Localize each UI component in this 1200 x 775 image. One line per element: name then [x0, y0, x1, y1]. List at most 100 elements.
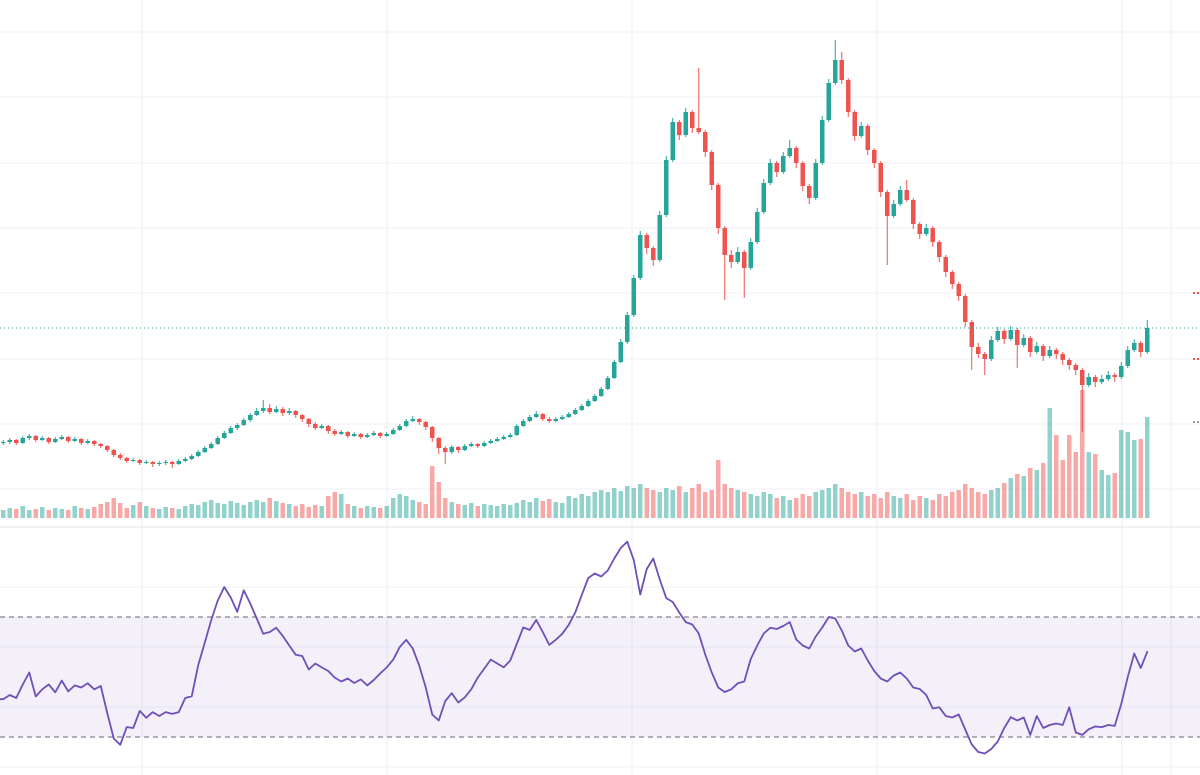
volume-bar — [254, 500, 259, 518]
candle-body — [677, 122, 682, 135]
candle-body — [1041, 346, 1046, 356]
volume-bar — [761, 492, 766, 518]
candle-body — [976, 347, 981, 354]
candle-body — [560, 417, 565, 419]
candle-body — [248, 415, 253, 420]
candle-body — [917, 224, 922, 234]
volume-bar — [670, 490, 675, 518]
rsi-band — [0, 616, 1200, 738]
candle-body — [202, 448, 207, 452]
candle-body — [651, 248, 656, 260]
volume-bar — [430, 466, 435, 518]
volume-bar — [885, 492, 890, 518]
candle-body — [423, 422, 428, 427]
candle-body — [306, 419, 311, 424]
volume-bar — [131, 505, 136, 518]
candle-body — [1112, 375, 1117, 377]
candle-body — [1028, 338, 1033, 352]
volume-bar — [332, 492, 337, 518]
candle-body — [215, 438, 220, 444]
volume-bar — [878, 498, 883, 518]
volume-bar — [410, 500, 415, 518]
volume-bar — [436, 482, 441, 518]
candle-body — [449, 447, 454, 452]
candle-body — [592, 396, 597, 401]
candle-body — [397, 426, 402, 430]
volume-bar — [586, 496, 591, 518]
volume-bar — [1, 510, 6, 518]
volume-bar — [1125, 432, 1130, 518]
volume-bar — [326, 496, 331, 518]
candle-body — [46, 438, 51, 442]
volume-bar — [371, 507, 376, 518]
candle-body — [384, 434, 389, 436]
volume-bar — [222, 504, 227, 518]
volume-bar — [560, 503, 565, 518]
volume-bar — [1054, 435, 1059, 518]
candle-body — [222, 433, 227, 438]
volume-bar — [150, 508, 155, 518]
volume-bar — [300, 504, 305, 518]
candle-body — [566, 414, 571, 417]
candle-body — [1080, 370, 1085, 385]
candle-body — [898, 190, 903, 204]
volume-bar — [1015, 474, 1020, 518]
volume-bar — [352, 506, 357, 518]
volume-bar — [404, 496, 409, 518]
candle-body — [98, 444, 103, 446]
candle-body — [943, 257, 948, 272]
candle-body — [430, 427, 435, 438]
candle-body — [969, 322, 974, 347]
candle-body — [92, 441, 97, 444]
candle-body — [859, 126, 864, 136]
candle-body — [488, 441, 493, 443]
candle-body — [111, 450, 116, 455]
candle-body — [1008, 330, 1013, 339]
volume-bar — [716, 460, 721, 518]
volume-bar — [365, 506, 370, 518]
candle-body — [813, 163, 818, 198]
volume-bar — [599, 490, 604, 518]
candle-body — [742, 252, 747, 268]
candle-body — [1106, 375, 1111, 379]
volume-bar — [982, 494, 987, 518]
candle-body — [1073, 365, 1078, 370]
candle-body — [865, 126, 870, 150]
volume-bar — [651, 490, 656, 518]
volume-bar — [852, 494, 857, 518]
candle-body — [280, 409, 285, 413]
candle-body — [540, 414, 545, 419]
candle-body — [527, 417, 532, 421]
candle-body — [20, 438, 25, 443]
candle-body — [1145, 328, 1150, 352]
volume-bar — [66, 510, 71, 518]
volume-bar — [722, 484, 727, 518]
volume-bar — [274, 501, 279, 518]
candle-body — [670, 122, 675, 160]
candle-body — [612, 362, 617, 378]
candle-body — [885, 192, 890, 216]
candle-body — [235, 425, 240, 428]
volume-bar — [202, 502, 207, 518]
volume-bar — [163, 507, 168, 518]
candle-body — [755, 212, 760, 242]
volume-bar — [527, 502, 532, 518]
volume-bar — [391, 498, 396, 518]
rsi-band-fill — [0, 617, 1200, 737]
candle-body — [878, 163, 883, 192]
volume-bar — [59, 509, 64, 518]
volume-bar — [1034, 470, 1039, 518]
candle-body — [79, 439, 84, 443]
volume-bar — [79, 508, 84, 518]
candle-body — [826, 83, 831, 120]
candle-body — [137, 460, 142, 463]
volume-bar — [443, 498, 448, 518]
candle-body — [891, 204, 896, 216]
volume-bar — [696, 484, 701, 518]
volume-bar — [820, 490, 825, 518]
volume-bar — [807, 496, 812, 518]
volume-bar — [92, 507, 97, 518]
candle-body — [319, 426, 324, 428]
candle-body — [157, 463, 162, 464]
